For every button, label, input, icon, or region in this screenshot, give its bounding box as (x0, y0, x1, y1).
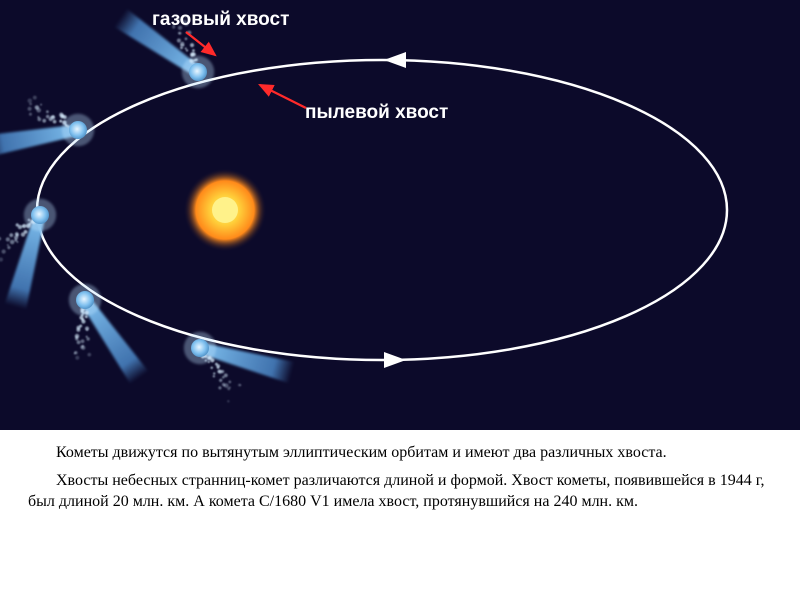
sun (183, 168, 266, 251)
dust-tail-label: пылевой хвост (305, 102, 448, 123)
gas-tail-label: газовый хвост (152, 9, 289, 30)
comet-orbit-diagram: газовый хвост пылевой хвост (0, 0, 800, 430)
caption-paragraph-1: Кометы движутся по вытянутым эллиптическ… (28, 442, 772, 464)
caption-text: Кометы движутся по вытянутым эллиптическ… (0, 430, 800, 529)
caption-paragraph-2: Хвосты небесных странниц-комет различают… (28, 470, 772, 513)
diagram-svg: газовый хвост пылевой хвост (0, 0, 800, 430)
